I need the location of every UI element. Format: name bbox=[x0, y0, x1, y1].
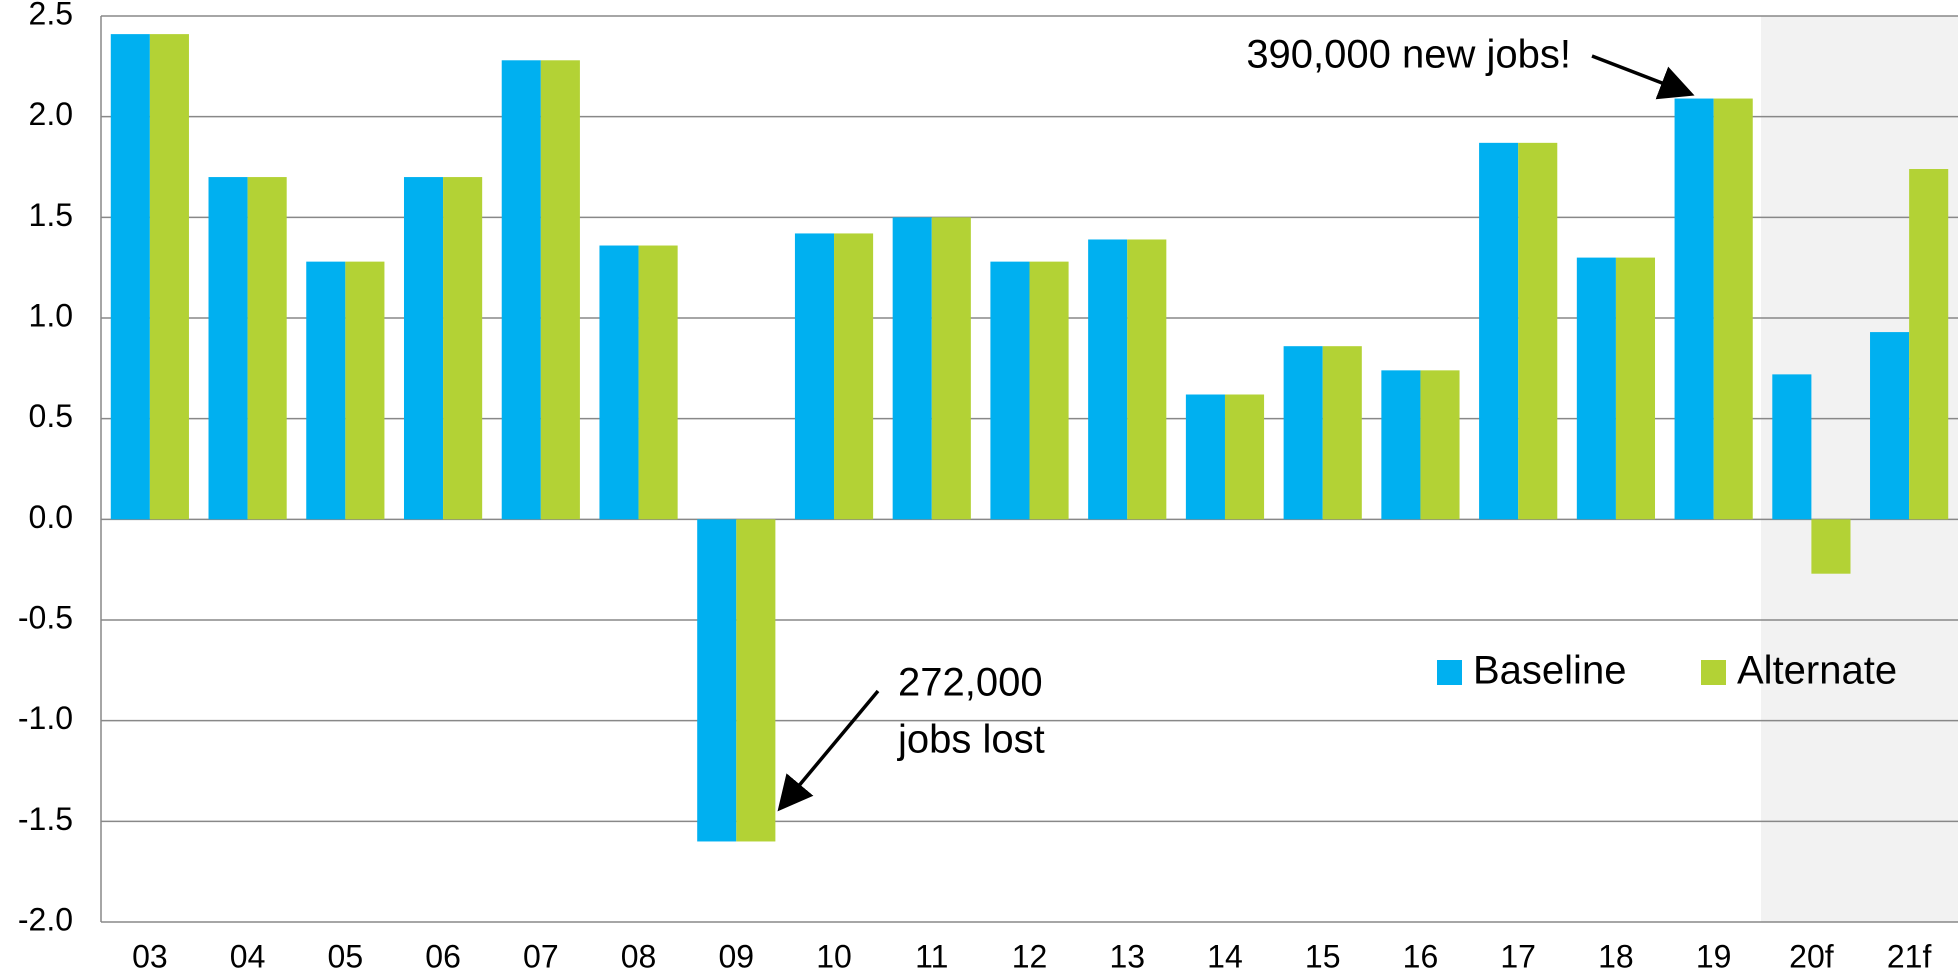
bar bbox=[345, 261, 385, 520]
bar bbox=[1381, 370, 1421, 520]
bar bbox=[501, 60, 541, 520]
y-tick-label: 0.5 bbox=[29, 398, 73, 434]
bar bbox=[638, 245, 678, 520]
x-tick-label: 13 bbox=[1109, 938, 1145, 974]
annotation: 272,000 bbox=[898, 661, 1043, 705]
y-tick-label: 2.5 bbox=[29, 0, 73, 31]
bar bbox=[697, 519, 737, 842]
legend-label: Baseline bbox=[1473, 649, 1626, 693]
bar bbox=[443, 177, 483, 520]
x-tick-label: 07 bbox=[523, 938, 559, 974]
bar bbox=[149, 34, 189, 520]
x-tick-label: 12 bbox=[1012, 938, 1048, 974]
bar bbox=[1811, 519, 1851, 574]
x-tick-label: 20f bbox=[1789, 938, 1834, 974]
bar bbox=[247, 177, 287, 520]
annotation: jobs lost bbox=[897, 718, 1045, 762]
bar bbox=[1518, 142, 1558, 520]
y-tick-label: -1.0 bbox=[18, 700, 73, 736]
bar bbox=[892, 217, 932, 520]
x-tick-label: 21f bbox=[1887, 938, 1932, 974]
legend-label: Alternate bbox=[1737, 649, 1897, 693]
bar bbox=[1420, 370, 1460, 520]
bar bbox=[403, 177, 444, 520]
bar bbox=[794, 233, 835, 520]
bar bbox=[1713, 98, 1753, 520]
x-tick-label: 14 bbox=[1207, 938, 1243, 974]
bar bbox=[306, 261, 346, 520]
bar bbox=[834, 233, 874, 520]
x-tick-label: 04 bbox=[230, 938, 266, 974]
x-tick-label: 17 bbox=[1500, 938, 1536, 974]
bar bbox=[1127, 239, 1167, 520]
x-tick-label: 10 bbox=[816, 938, 852, 974]
legend-swatch bbox=[1701, 660, 1726, 685]
bar bbox=[599, 245, 639, 520]
y-tick-label: 0.0 bbox=[29, 499, 73, 535]
bar bbox=[1029, 261, 1069, 520]
bar bbox=[990, 261, 1030, 520]
y-tick-label: -0.5 bbox=[18, 599, 73, 635]
bar bbox=[1224, 394, 1265, 520]
x-tick-label: 15 bbox=[1305, 938, 1341, 974]
annotation: 390,000 new jobs! bbox=[1246, 33, 1571, 77]
bar bbox=[931, 217, 971, 520]
bar bbox=[1674, 98, 1714, 520]
bar bbox=[1322, 346, 1362, 520]
bar bbox=[1576, 257, 1616, 520]
bar bbox=[1283, 346, 1323, 520]
x-tick-label: 16 bbox=[1403, 938, 1439, 974]
annotation-arrow bbox=[1591, 54, 1695, 100]
x-tick-label: 18 bbox=[1598, 938, 1634, 974]
x-tick-label: 09 bbox=[718, 938, 754, 974]
bar bbox=[1479, 142, 1519, 520]
y-tick-label: -1.5 bbox=[18, 801, 73, 837]
bar bbox=[540, 60, 580, 520]
bar bbox=[1185, 394, 1225, 520]
bar bbox=[1088, 239, 1128, 520]
x-tick-label: 08 bbox=[621, 938, 657, 974]
y-tick-label: 1.0 bbox=[29, 297, 73, 333]
x-tick-label: 11 bbox=[915, 938, 948, 974]
bar bbox=[1615, 257, 1656, 520]
x-tick-label: 03 bbox=[132, 938, 168, 974]
bar bbox=[736, 519, 776, 842]
x-tick-label: 05 bbox=[328, 938, 364, 974]
bar bbox=[1772, 374, 1812, 520]
bar bbox=[110, 34, 150, 520]
y-tick-label: -2.0 bbox=[18, 901, 73, 937]
x-tick-label: 06 bbox=[425, 938, 461, 974]
bar bbox=[1909, 169, 1949, 520]
bar bbox=[1870, 332, 1910, 520]
bar bbox=[208, 177, 248, 520]
y-tick-label: 1.5 bbox=[29, 197, 73, 233]
x-tick-label: 19 bbox=[1696, 938, 1732, 974]
y-tick-label: 2.0 bbox=[29, 96, 73, 132]
annotation-arrow bbox=[777, 689, 880, 812]
legend-swatch bbox=[1437, 660, 1462, 685]
